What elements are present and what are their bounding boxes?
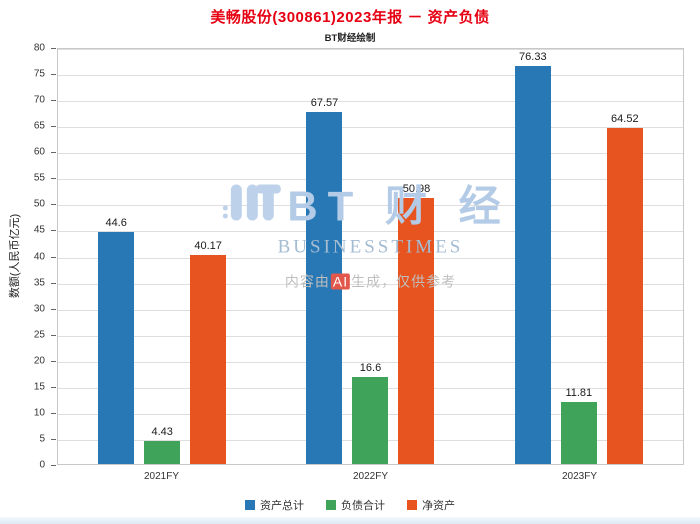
y-tick-label: 50 — [33, 198, 45, 210]
y-tick-label: 75 — [33, 68, 45, 80]
y-tick-mark — [51, 360, 56, 362]
bar-value-label: 16.6 — [359, 362, 382, 375]
x-tick-label: 2022FY — [352, 471, 389, 482]
chart-subtitle: BT财经绘制 — [324, 33, 376, 44]
x-tick-label: 2021FY — [143, 471, 180, 482]
y-tick-label: 5 — [39, 433, 45, 445]
y-tick-label: 25 — [33, 329, 45, 341]
bar-2023FY-净资产: 64.52 — [606, 113, 643, 464]
bar-group-2021FY: 44.6 4.43 40.17 — [58, 217, 266, 464]
y-tick-label: 20 — [33, 355, 45, 367]
y-tick-label: 80 — [33, 42, 45, 54]
y-tick-mark — [51, 126, 56, 128]
y-tick-label: 55 — [33, 172, 45, 184]
gridline — [58, 283, 683, 285]
y-tick-mark — [51, 386, 56, 388]
y-tick-mark — [51, 256, 56, 258]
y-tick-label: 40 — [33, 251, 45, 262]
y-tick-label: 30 — [33, 303, 45, 315]
footer-strip — [0, 517, 700, 524]
bar-value-label: 64.52 — [611, 112, 639, 125]
y-tick-label: 15 — [33, 381, 45, 393]
gridline — [58, 231, 683, 233]
legend: 资产总计 负债合计 净资产 — [0, 497, 700, 513]
y-tick-label: 65 — [33, 120, 45, 132]
bar-group-2023FY: 76.33 11.81 64.52 — [475, 51, 683, 464]
gridline — [58, 335, 683, 337]
gridline — [58, 257, 683, 259]
bar-value-label: 4.43 — [151, 425, 173, 438]
gridline — [58, 127, 683, 129]
bar-value-label: 67.57 — [310, 96, 339, 109]
y-tick-mark — [51, 74, 56, 76]
legend-label: 净资产 — [422, 500, 455, 512]
bar-2022FY-净资产: 50.98 — [398, 183, 435, 464]
y-tick-mark — [51, 412, 56, 414]
bar-value-label: 44.6 — [105, 216, 127, 229]
bar-2021FY-负债合计: 4.43 — [144, 426, 181, 464]
gridline — [58, 205, 683, 207]
y-axis: 0 5 10 15 20 25 30 35 40 45 50 55 60 65 70 75 80 — [0, 43, 57, 471]
bar-2023FY-资产总计: 76.33 — [514, 51, 551, 464]
y-tick-mark — [51, 230, 56, 232]
plot-area: 44.6 4.43 40.17 67.57 16.6 50.98 76.33 11.81 64.… — [57, 48, 684, 465]
y-tick-label: 60 — [33, 146, 45, 158]
y-tick-mark — [51, 438, 56, 440]
legend-swatch — [326, 500, 336, 510]
legend-item-负债合计: 负债合计 — [326, 497, 385, 513]
gridline — [58, 179, 683, 181]
legend-item-资产总计: 资产总计 — [245, 497, 304, 513]
gridline — [58, 361, 683, 363]
y-tick-mark — [51, 178, 56, 180]
legend-item-净资产: 净资产 — [407, 497, 455, 513]
legend-swatch — [245, 500, 255, 510]
bar-value-label: 40.17 — [194, 239, 222, 252]
x-tick-label: 2023FY — [561, 471, 598, 482]
y-tick-mark — [51, 48, 56, 49]
gridline — [58, 101, 683, 103]
y-tick-mark — [51, 334, 56, 336]
y-tick-mark — [51, 465, 56, 466]
bar-2022FY-负债合计: 16.6 — [352, 362, 389, 464]
y-tick-mark — [51, 282, 56, 284]
bar-value-label: 50.98 — [402, 183, 431, 196]
y-tick-mark — [51, 204, 56, 206]
gridline — [58, 49, 683, 50]
y-tick-mark — [51, 100, 56, 102]
y-tick-mark — [51, 308, 56, 310]
y-tick-label: 45 — [33, 224, 45, 236]
y-tick-mark — [51, 152, 56, 154]
y-tick-label: 0 — [39, 459, 45, 471]
bar-group-2022FY: 67.57 16.6 50.98 — [266, 97, 474, 464]
legend-label: 资产总计 — [260, 500, 304, 512]
bar-groups: 44.6 4.43 40.17 67.57 16.6 50.98 76.33 11.81 64.… — [58, 49, 683, 464]
bar-2021FY-净资产: 40.17 — [190, 240, 227, 464]
bar-value-label: 76.33 — [519, 51, 547, 64]
x-axis-labels: 2021FY 2022FY 2023FY — [57, 471, 684, 482]
y-tick-label: 70 — [33, 94, 45, 106]
y-tick-label: 35 — [33, 277, 45, 289]
gridline — [58, 309, 683, 311]
gridline — [58, 75, 683, 77]
y-tick-label: 10 — [33, 407, 45, 419]
bar-2022FY-资产总计: 67.57 — [306, 97, 343, 464]
bar-value-label: 11.81 — [565, 387, 593, 400]
legend-label: 负债合计 — [341, 500, 385, 512]
bar-2023FY-负债合计: 11.81 — [560, 387, 597, 464]
gridline — [58, 153, 683, 155]
bar-2021FY-资产总计: 44.6 — [98, 217, 135, 464]
legend-swatch — [407, 500, 417, 510]
chart-title: 美畅股份(300861)2023年报 － 资产负债 — [210, 9, 490, 26]
